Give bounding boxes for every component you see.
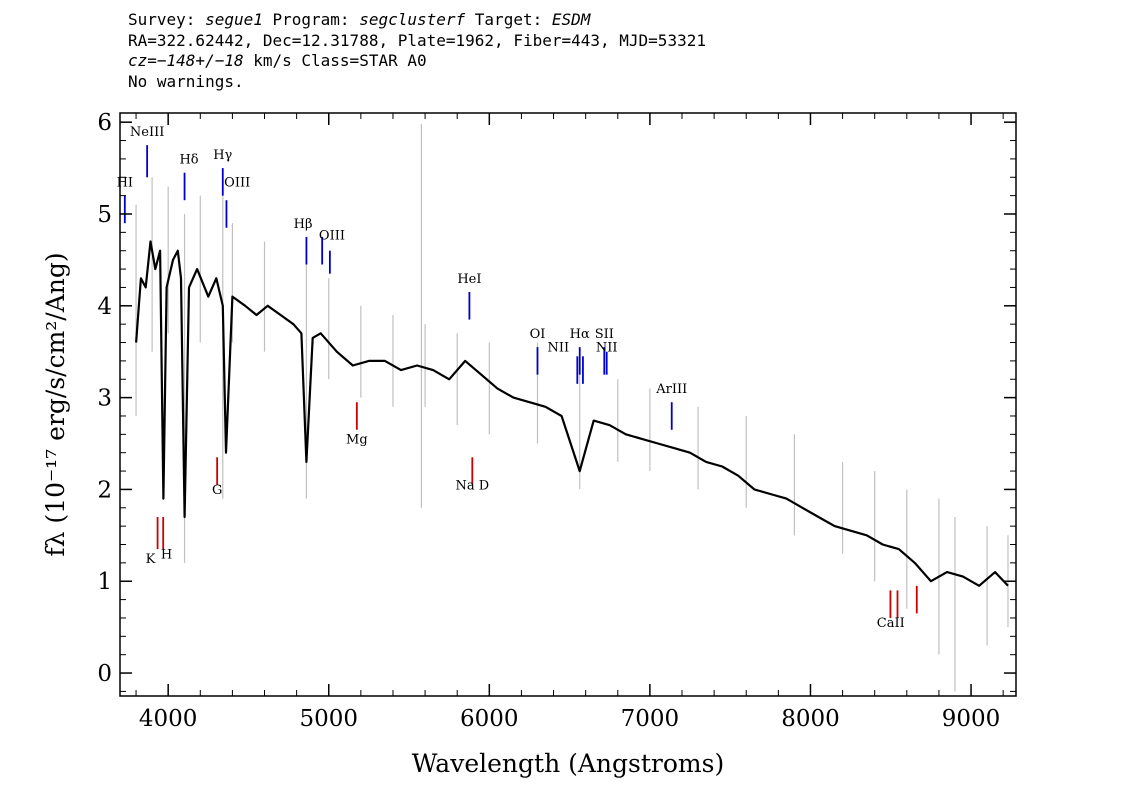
- line-label: Hδ: [179, 152, 198, 167]
- line-label: Na D: [455, 478, 489, 493]
- header-line-survey: Survey: segue1 Program: segclusterf Targ…: [128, 10, 706, 31]
- line-label: G: [212, 483, 222, 498]
- line-label: SII: [595, 327, 614, 342]
- line-label: K: [146, 552, 156, 567]
- y-tick-label: 2: [97, 477, 112, 503]
- y-tick-label: 6: [97, 110, 112, 136]
- y-tick-label: 4: [97, 294, 112, 320]
- y-tick-label: 3: [97, 386, 112, 412]
- line-label: Mg: [346, 433, 368, 448]
- program-value: segclusterf: [359, 10, 466, 29]
- line-label: Hα: [570, 327, 590, 342]
- redshift-value: cz=−148+/−18: [128, 51, 244, 70]
- plot-area: [123, 124, 1009, 692]
- x-tick-label: 6000: [460, 706, 519, 732]
- x-tick-label: 4000: [139, 706, 198, 732]
- line-label: NII: [548, 341, 570, 356]
- line-label: ArIII: [655, 382, 687, 397]
- x-tick-label: 5000: [299, 706, 358, 732]
- x-tick-label: 9000: [942, 706, 1001, 732]
- target-label: Target:: [465, 10, 552, 29]
- line-label: NeIII: [130, 125, 164, 140]
- line-label: Hγ: [213, 148, 232, 163]
- line-label: Hβ: [294, 217, 313, 232]
- line-label: H: [161, 547, 172, 562]
- line-label: HeI: [457, 272, 481, 287]
- line-label: NII: [596, 341, 618, 356]
- line-label: OIII: [319, 229, 345, 244]
- line-label: OIII: [224, 175, 250, 190]
- header-line-warnings: No warnings.: [128, 71, 244, 91]
- x-tick-label: 7000: [621, 706, 680, 732]
- line-label: CaII: [877, 616, 905, 631]
- spectrum-header: Survey: segue1 Program: segclusterf Targ…: [128, 10, 706, 92]
- x-tick-label: 8000: [781, 706, 840, 732]
- y-tick-label: 0: [97, 661, 112, 687]
- target-value: ESDM: [551, 10, 591, 29]
- line-label: OI: [530, 327, 546, 342]
- survey-label: Survey:: [128, 10, 206, 29]
- x-axis-title: Wavelength (Angstroms): [412, 749, 724, 778]
- plot-frame: [119, 112, 1017, 697]
- program-label: Program:: [262, 10, 360, 29]
- axis-ticks: 4000 5000 6000 7000 8000 9000 0 1 2 3 4 5 6: [97, 110, 1016, 732]
- survey-value: segue1: [205, 10, 263, 29]
- y-tick-label: 5: [97, 202, 112, 228]
- error-band: [135, 124, 1009, 692]
- y-axis-title: fλ (10⁻¹⁷ erg/s/cm²/Ang): [41, 252, 70, 556]
- header-line-redshift: cz=−148+/−18 km/s Class=STAR A0: [128, 51, 706, 72]
- class-value: km/s Class=STAR A0: [243, 51, 427, 70]
- header-line-coordinates: RA=322.62442, Dec=12.31788, Plate=1962, …: [128, 30, 706, 50]
- y-tick-label: 1: [97, 569, 112, 595]
- flux-line: [135, 240, 1009, 587]
